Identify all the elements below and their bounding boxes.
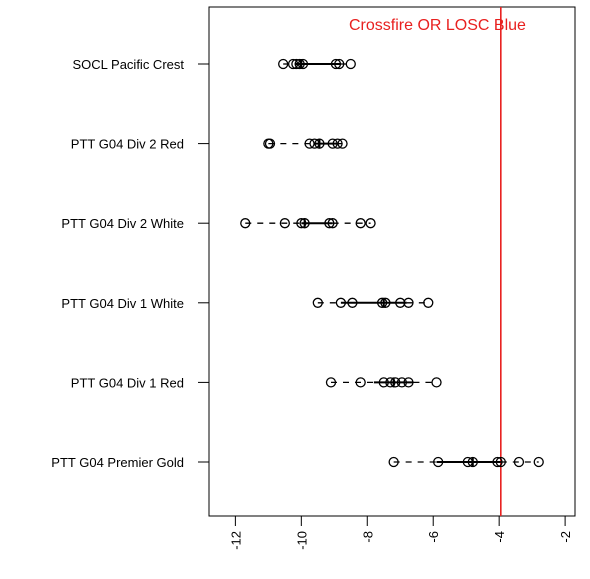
- data-point: [403, 297, 414, 308]
- y-tick-label: SOCL Pacific Crest: [73, 57, 185, 72]
- data-point: [291, 58, 302, 70]
- data-point: [335, 297, 347, 308]
- box-row: [240, 218, 376, 229]
- data-point: [309, 138, 320, 149]
- box-row: [325, 377, 442, 388]
- data-point: [330, 58, 342, 70]
- data-point: [294, 58, 305, 70]
- x-tick-label: -12: [228, 531, 243, 550]
- y-tick-label: PTT G04 Div 1 White: [61, 296, 184, 311]
- x-tick-label: -2: [558, 531, 573, 543]
- data-point: [325, 377, 337, 388]
- reference-line-group: Crossfire OR LOSC Blue: [349, 7, 526, 516]
- data-point: [297, 58, 309, 70]
- data-point: [327, 138, 338, 149]
- data-point: [314, 138, 325, 149]
- data-point: [312, 297, 323, 308]
- data-point: [355, 377, 366, 388]
- data-point: [433, 456, 444, 468]
- x-axis: -12 -10 -8 -6 -4 -2: [228, 516, 573, 550]
- box-row: [278, 58, 356, 70]
- data-point: [388, 456, 399, 468]
- box-row: [388, 456, 544, 468]
- data-point: [467, 456, 478, 468]
- data-point: [327, 218, 338, 229]
- data-point: [390, 377, 401, 388]
- data-point: [324, 218, 335, 229]
- data-point: [365, 218, 376, 229]
- data-point: [423, 297, 434, 308]
- y-tick-label: PTT G04 Premier Gold: [51, 455, 184, 470]
- reference-line-label: Crossfire OR LOSC Blue: [349, 17, 526, 34]
- y-tick-label: PTT G04 Div 1 Red: [71, 375, 184, 390]
- data-point: [380, 297, 391, 308]
- data-point: [296, 218, 307, 229]
- x-tick-label: -4: [492, 531, 507, 543]
- box-rows: [240, 58, 544, 468]
- data-point: [332, 138, 343, 149]
- data-point: [337, 138, 348, 149]
- box-row: [312, 297, 434, 308]
- data-point: [533, 456, 544, 468]
- y-axis: SOCL Pacific Crest PTT G04 Div 2 Red PTT G…: [51, 57, 209, 470]
- data-point: [403, 377, 414, 388]
- data-point: [304, 138, 315, 149]
- data-point: [495, 456, 506, 468]
- y-tick-label: PTT G04 Div 2 White: [61, 216, 184, 231]
- data-point: [492, 456, 503, 468]
- y-tick-label: PTT G04 Div 2 Red: [71, 137, 184, 152]
- x-tick-label: -10: [294, 531, 309, 550]
- x-tick-label: -6: [426, 531, 441, 543]
- data-point: [431, 377, 442, 388]
- data-point: [264, 138, 276, 149]
- data-point: [355, 218, 366, 229]
- data-point: [376, 297, 388, 308]
- data-point: [287, 58, 299, 70]
- x-tick-label: -8: [360, 531, 375, 543]
- data-point: [334, 58, 345, 70]
- data-point: [347, 297, 358, 308]
- data-point: [299, 218, 310, 229]
- plot-frame: [208, 6, 576, 517]
- data-point: [513, 456, 525, 468]
- data-point: [462, 456, 473, 468]
- data-point: [385, 377, 396, 388]
- data-point: [240, 218, 251, 229]
- data-point: [345, 58, 356, 70]
- data-point: [278, 58, 289, 70]
- data-point: [378, 377, 389, 388]
- data-point: [279, 218, 290, 229]
- data-point: [396, 377, 408, 388]
- data-point: [395, 297, 406, 308]
- box-row: [263, 138, 348, 149]
